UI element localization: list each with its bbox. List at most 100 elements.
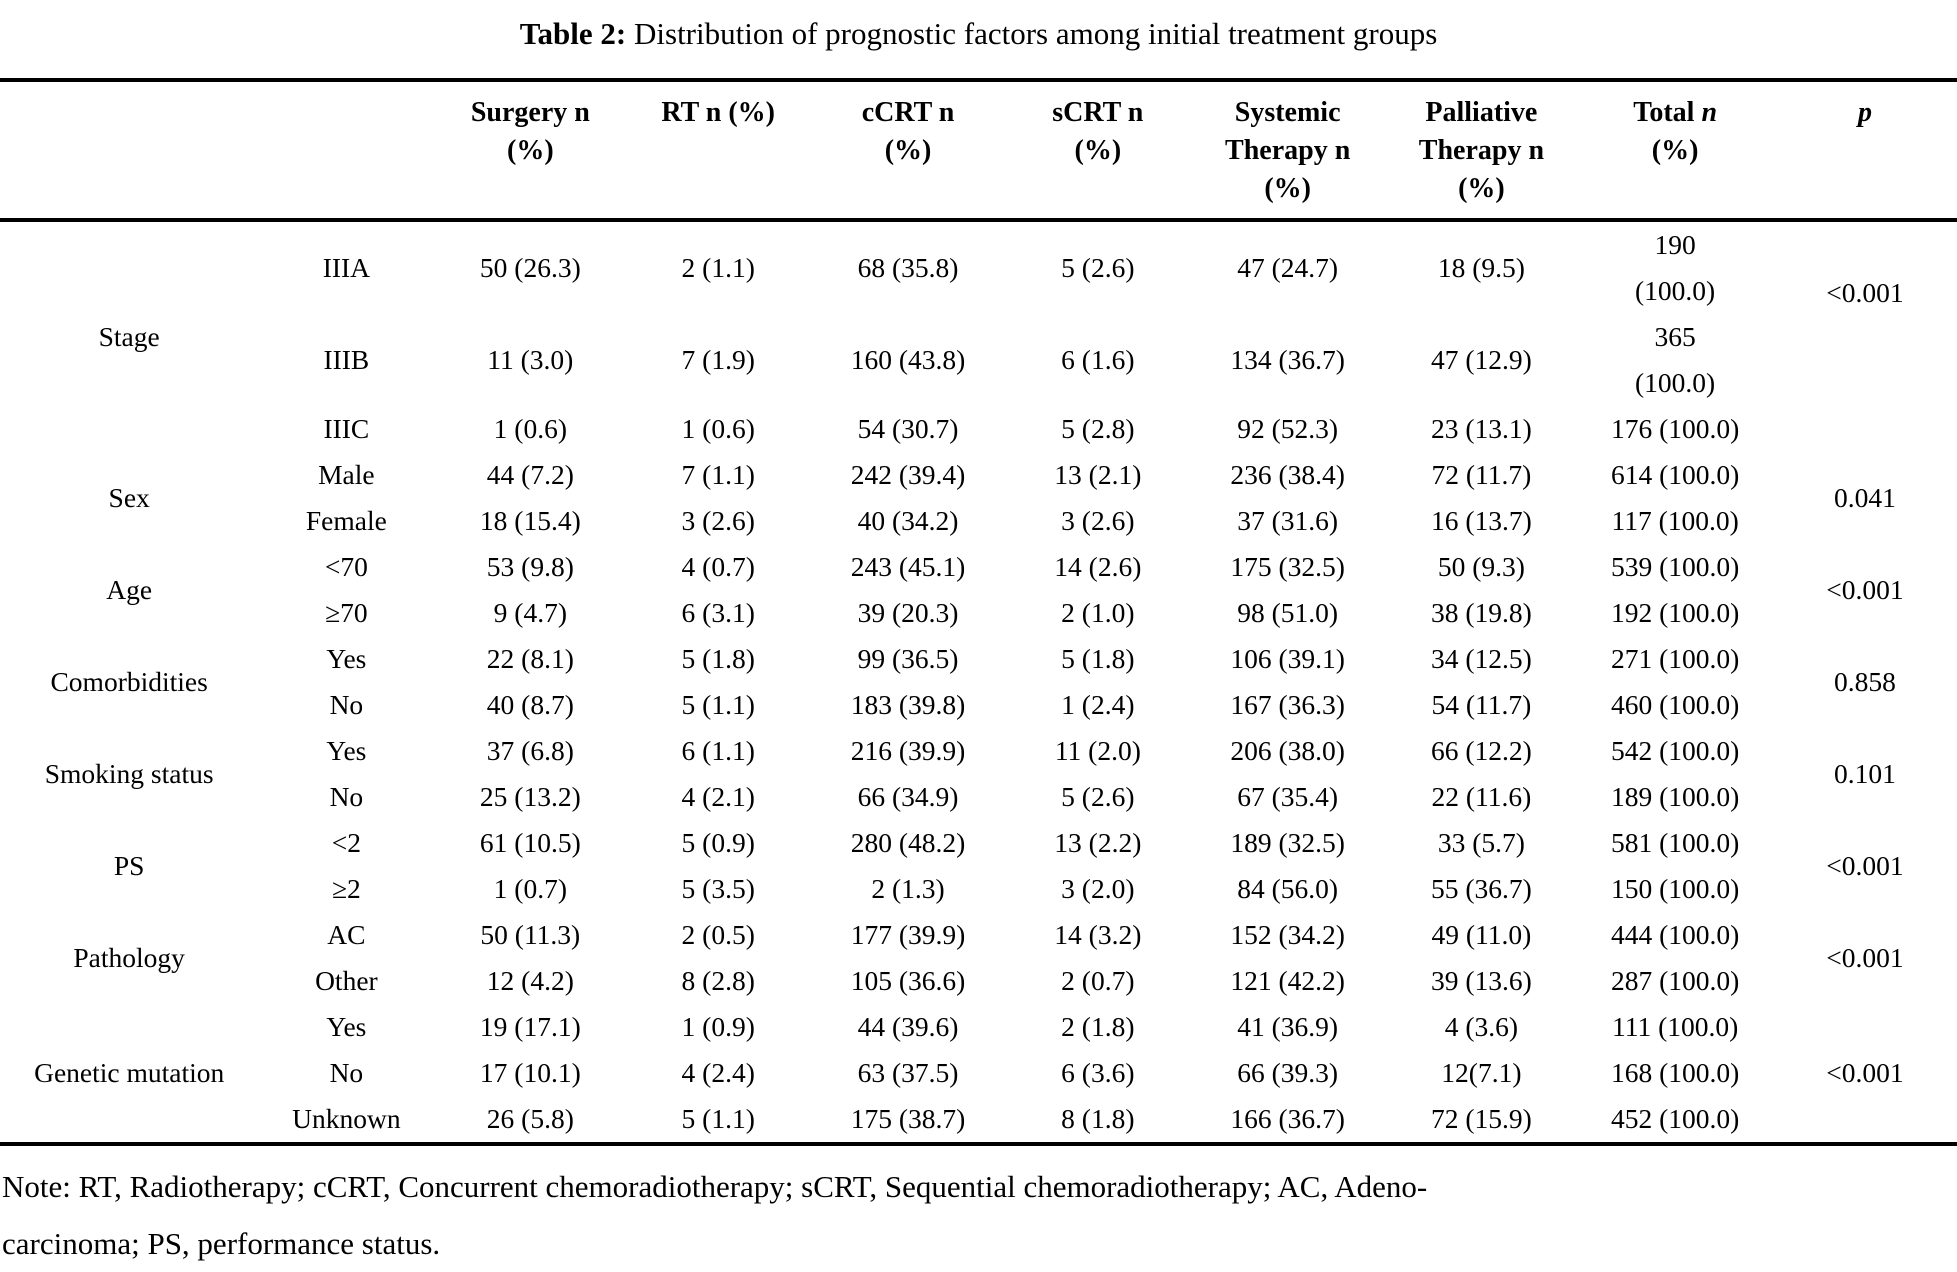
value-cell: 1 (0.6)	[681, 413, 755, 444]
level-cell: Yes	[326, 735, 367, 766]
value-cell: 53 (9.8)	[486, 551, 574, 582]
value-cell: 38 (19.8)	[1430, 597, 1532, 628]
level-cell: Male	[318, 459, 375, 490]
value-cell: 117 (100.0)	[1611, 505, 1739, 536]
table-title-text: Distribution of prognostic factors among…	[634, 16, 1438, 51]
value-cell: 7 (1.1)	[681, 459, 755, 490]
factor-cell: Sex	[108, 482, 150, 513]
col-header-factor	[0, 80, 259, 222]
value-cell: 66 (34.9)	[857, 781, 959, 812]
value-cell: 12 (4.2)	[486, 965, 574, 996]
value-cell: 40 (8.7)	[486, 689, 574, 720]
value-cell: 23 (13.1)	[1430, 413, 1532, 444]
table-row: Sex Male 44 (7.2) 7 (1.1) 242 (39.4) 13 (2.1)…	[0, 452, 1957, 513]
value-cell: 236 (38.4)	[1230, 459, 1345, 490]
value-cell: 121 (42.2)	[1230, 965, 1345, 996]
value-cell: 39 (20.3)	[857, 597, 959, 628]
value-cell: 61 (10.5)	[479, 827, 581, 858]
table-row: No 40 (8.7) 5 (1.1) 183 (39.8) 1 (2.4) 167 (3…	[0, 682, 1957, 728]
value-cell: 47 (12.9)	[1430, 344, 1532, 375]
col-header-surgery: Surgery n (%)	[434, 80, 627, 222]
table-row: No 17 (10.1) 4 (2.4) 63 (37.5) 6 (3.6) 66 (39…	[0, 1050, 1957, 1096]
value-cell: 539 (100.0)	[1610, 551, 1740, 582]
value-cell: 189 (100.0)	[1610, 781, 1740, 812]
factor-cell: Smoking status	[44, 758, 214, 789]
level-cell: IIIC	[323, 413, 370, 444]
prognostic-factors-table: Surgery n (%) RT n (%) cCRT n (%) sCRT n…	[0, 78, 1957, 1146]
value-cell: 542 (100.0)	[1610, 735, 1740, 766]
value-cell: 41 (36.9)	[1237, 1011, 1339, 1042]
value-cell: 287 (100.0)	[1610, 965, 1740, 996]
value-cell: 4 (0.7)	[681, 551, 755, 582]
value-cell: 152 (34.2)	[1230, 919, 1345, 950]
level-cell: <70	[324, 551, 368, 582]
value-cell: 106 (39.1)	[1230, 643, 1345, 674]
value-cell: 13 (2.2)	[1054, 827, 1142, 858]
value-cell: 280 (48.2)	[850, 827, 966, 858]
value-cell: 166 (36.7)	[1230, 1103, 1345, 1134]
value-cell: 3 (2.0)	[1061, 873, 1135, 904]
value-cell: 6 (3.6)	[1061, 1057, 1135, 1088]
value-cell: 34 (12.5)	[1430, 643, 1532, 674]
value-cell: 2 (0.7)	[1061, 965, 1135, 996]
value-cell: 18 (15.4)	[479, 505, 581, 536]
value-cell: 5 (1.8)	[1061, 643, 1135, 674]
value-cell: 365 (100.0)	[1635, 321, 1716, 398]
value-cell: 13 (2.1)	[1054, 459, 1142, 490]
value-cell: 134 (36.7)	[1230, 344, 1345, 375]
value-cell: 37 (6.8)	[486, 735, 574, 766]
value-cell: 11 (2.0)	[1054, 735, 1141, 766]
col-header-total: Total n (%)	[1577, 80, 1773, 222]
value-cell: 9 (4.7)	[493, 597, 567, 628]
table-row: IIIC 1 (0.6) 1 (0.6) 54 (30.7) 5 (2.8) 92 (52…	[0, 406, 1957, 452]
table-row: Stage IIIA 50 (26.3) 2 (1.1) 68 (35.8) 5 (2.6…	[0, 220, 1957, 352]
table-row: ≥70 9 (4.7) 6 (3.1) 39 (20.3) 2 (1.0) 98 (51.…	[0, 590, 1957, 636]
level-cell: <2	[331, 827, 361, 858]
table-row: PS <2 61 (10.5) 5 (0.9) 280 (48.2) 13 (2.2) 18…	[0, 820, 1957, 881]
value-cell: 50 (11.3)	[480, 919, 581, 950]
value-cell: 14 (3.2)	[1054, 919, 1142, 950]
value-cell: 55 (36.7)	[1430, 873, 1532, 904]
value-cell: 176 (100.0)	[1610, 413, 1740, 444]
table-row: Smoking status Yes 37 (6.8) 6 (1.1) 216 (39.…	[0, 728, 1957, 789]
level-cell: Unknown	[292, 1103, 401, 1134]
value-cell: 2 (1.8)	[1061, 1011, 1135, 1042]
value-cell: 40 (34.2)	[857, 505, 959, 536]
value-cell: 84 (56.0)	[1237, 873, 1339, 904]
factor-cell: Stage	[98, 321, 160, 352]
value-cell: 4 (2.1)	[681, 781, 755, 812]
table-row: Other 12 (4.2) 8 (2.8) 105 (36.6) 2 (0.7) 121…	[0, 958, 1957, 1004]
value-cell: 16 (13.7)	[1430, 505, 1532, 536]
value-cell: 22 (8.1)	[486, 643, 574, 674]
table-row: Unknown 26 (5.8) 5 (1.1) 175 (38.7) 8 (1.8) 1…	[0, 1096, 1957, 1144]
value-cell: 50 (9.3)	[1437, 551, 1525, 582]
value-cell: 1 (2.4)	[1061, 689, 1135, 720]
value-cell: 44 (39.6)	[857, 1011, 959, 1042]
value-cell: 47 (24.7)	[1237, 252, 1339, 283]
total-n-italic: n	[1701, 97, 1718, 128]
table-header: Surgery n (%) RT n (%) cCRT n (%) sCRT n…	[0, 80, 1957, 222]
value-cell: 167 (36.3)	[1230, 689, 1345, 720]
value-cell: 99 (36.5)	[857, 643, 959, 674]
value-cell: 8 (1.8)	[1061, 1103, 1135, 1134]
value-cell: 39 (13.6)	[1430, 965, 1532, 996]
value-cell: 7 (1.9)	[681, 344, 755, 375]
value-cell: 243 (45.1)	[850, 551, 966, 582]
header-row: Surgery n (%) RT n (%) cCRT n (%) sCRT n…	[0, 80, 1957, 222]
value-cell: 183 (39.8)	[850, 689, 966, 720]
table-number-label: Table 2:	[519, 16, 627, 51]
level-cell: No	[329, 781, 364, 812]
table-title: Table 2: Distribution of prognostic fact…	[0, 14, 1957, 54]
value-cell: 5 (2.6)	[1061, 781, 1135, 812]
p-value-cell: <0.001	[1826, 942, 1904, 973]
value-cell: 72 (11.7)	[1431, 459, 1532, 490]
value-cell: 8 (2.8)	[681, 965, 755, 996]
value-cell: 14 (2.6)	[1054, 551, 1142, 582]
factor-cell: Comorbidities	[50, 666, 208, 697]
value-cell: 216 (39.9)	[850, 735, 966, 766]
table-row: Comorbidities Yes 22 (8.1) 5 (1.8) 99 (36.5)…	[0, 636, 1957, 697]
value-cell: 6 (1.6)	[1061, 344, 1135, 375]
col-header-rt: RT n (%)	[626, 80, 811, 222]
value-cell: 6 (1.1)	[681, 735, 755, 766]
